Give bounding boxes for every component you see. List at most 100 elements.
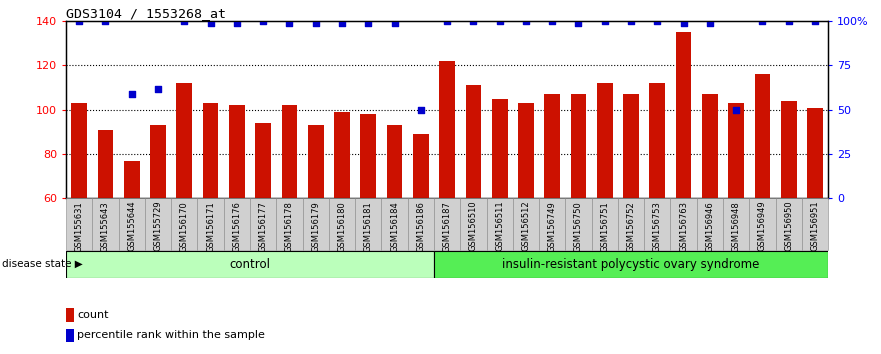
FancyBboxPatch shape [513,198,539,250]
FancyBboxPatch shape [723,198,750,250]
FancyBboxPatch shape [277,198,302,250]
FancyBboxPatch shape [381,198,408,250]
FancyBboxPatch shape [618,198,644,250]
FancyBboxPatch shape [408,198,434,250]
Bar [66,308,74,321]
FancyBboxPatch shape [434,251,828,278]
Bar [492,99,507,198]
Bar [781,101,796,198]
Point [703,20,717,26]
FancyBboxPatch shape [802,198,828,250]
Bar [649,83,665,198]
Point [361,20,375,26]
Text: count: count [78,310,108,320]
Point [72,18,86,24]
Bar [597,83,612,198]
Bar [623,94,639,198]
Point [545,18,559,24]
Text: GSM156176: GSM156176 [233,201,241,252]
Bar [544,94,560,198]
Point [650,18,664,24]
Point [597,18,611,24]
Bar [807,108,823,198]
Point [204,20,218,26]
Bar [334,112,350,198]
Text: GDS3104 / 1553268_at: GDS3104 / 1553268_at [66,7,226,20]
Point [624,18,638,24]
Text: insulin-resistant polycystic ovary syndrome: insulin-resistant polycystic ovary syndr… [502,258,759,271]
Point [519,18,533,24]
FancyBboxPatch shape [775,198,802,250]
Point [729,107,744,113]
FancyBboxPatch shape [486,198,513,250]
FancyBboxPatch shape [250,198,277,250]
Point [808,18,822,24]
Bar [702,94,718,198]
Bar [66,329,74,342]
Bar [124,161,140,198]
Text: control: control [230,258,270,271]
Point [283,20,297,26]
Bar [465,85,481,198]
Point [781,18,796,24]
Bar [676,32,692,198]
Text: GSM156948: GSM156948 [731,201,741,252]
FancyBboxPatch shape [566,198,592,250]
Bar [571,94,587,198]
FancyBboxPatch shape [670,198,697,250]
Text: GSM156511: GSM156511 [495,201,504,251]
Point [230,20,244,26]
Bar [387,125,403,198]
Text: GSM156170: GSM156170 [180,201,189,252]
Text: GSM155644: GSM155644 [127,201,137,251]
Text: GSM156180: GSM156180 [337,201,346,252]
FancyBboxPatch shape [355,198,381,250]
Text: GSM156178: GSM156178 [285,201,294,252]
Text: GSM156753: GSM156753 [653,201,662,252]
Point [177,18,191,24]
Text: percentile rank within the sample: percentile rank within the sample [78,330,265,341]
Text: GSM155729: GSM155729 [153,201,163,251]
Point [151,86,165,91]
Bar [229,105,245,198]
Text: GSM156510: GSM156510 [469,201,478,251]
Text: GSM156177: GSM156177 [259,201,268,252]
Text: GSM156186: GSM156186 [417,201,426,252]
Point [677,20,691,26]
Bar [729,103,744,198]
Bar [413,134,429,198]
Bar [98,130,114,198]
Bar [255,123,271,198]
Text: GSM156950: GSM156950 [784,201,793,251]
Bar [307,125,323,198]
FancyBboxPatch shape [66,251,434,278]
Point [256,18,270,24]
Bar [518,103,534,198]
FancyBboxPatch shape [66,198,93,250]
FancyBboxPatch shape [171,198,197,250]
FancyBboxPatch shape [750,198,775,250]
Text: GSM156946: GSM156946 [706,201,714,252]
Text: GSM156512: GSM156512 [522,201,530,251]
FancyBboxPatch shape [434,198,460,250]
Text: GSM156951: GSM156951 [811,201,819,251]
FancyBboxPatch shape [224,198,250,250]
FancyBboxPatch shape [197,198,224,250]
Point [492,18,507,24]
Text: GSM156949: GSM156949 [758,201,767,251]
Text: GSM156749: GSM156749 [548,201,557,252]
Text: GSM156763: GSM156763 [679,201,688,252]
Point [308,20,322,26]
Bar [71,103,87,198]
FancyBboxPatch shape [592,198,618,250]
FancyBboxPatch shape [460,198,486,250]
Point [755,18,769,24]
Text: GSM156750: GSM156750 [574,201,583,252]
Bar [360,114,376,198]
Text: GSM156751: GSM156751 [600,201,610,252]
Text: GSM156171: GSM156171 [206,201,215,252]
FancyBboxPatch shape [66,251,828,278]
FancyBboxPatch shape [93,198,119,250]
FancyBboxPatch shape [697,198,723,250]
Point [466,18,480,24]
